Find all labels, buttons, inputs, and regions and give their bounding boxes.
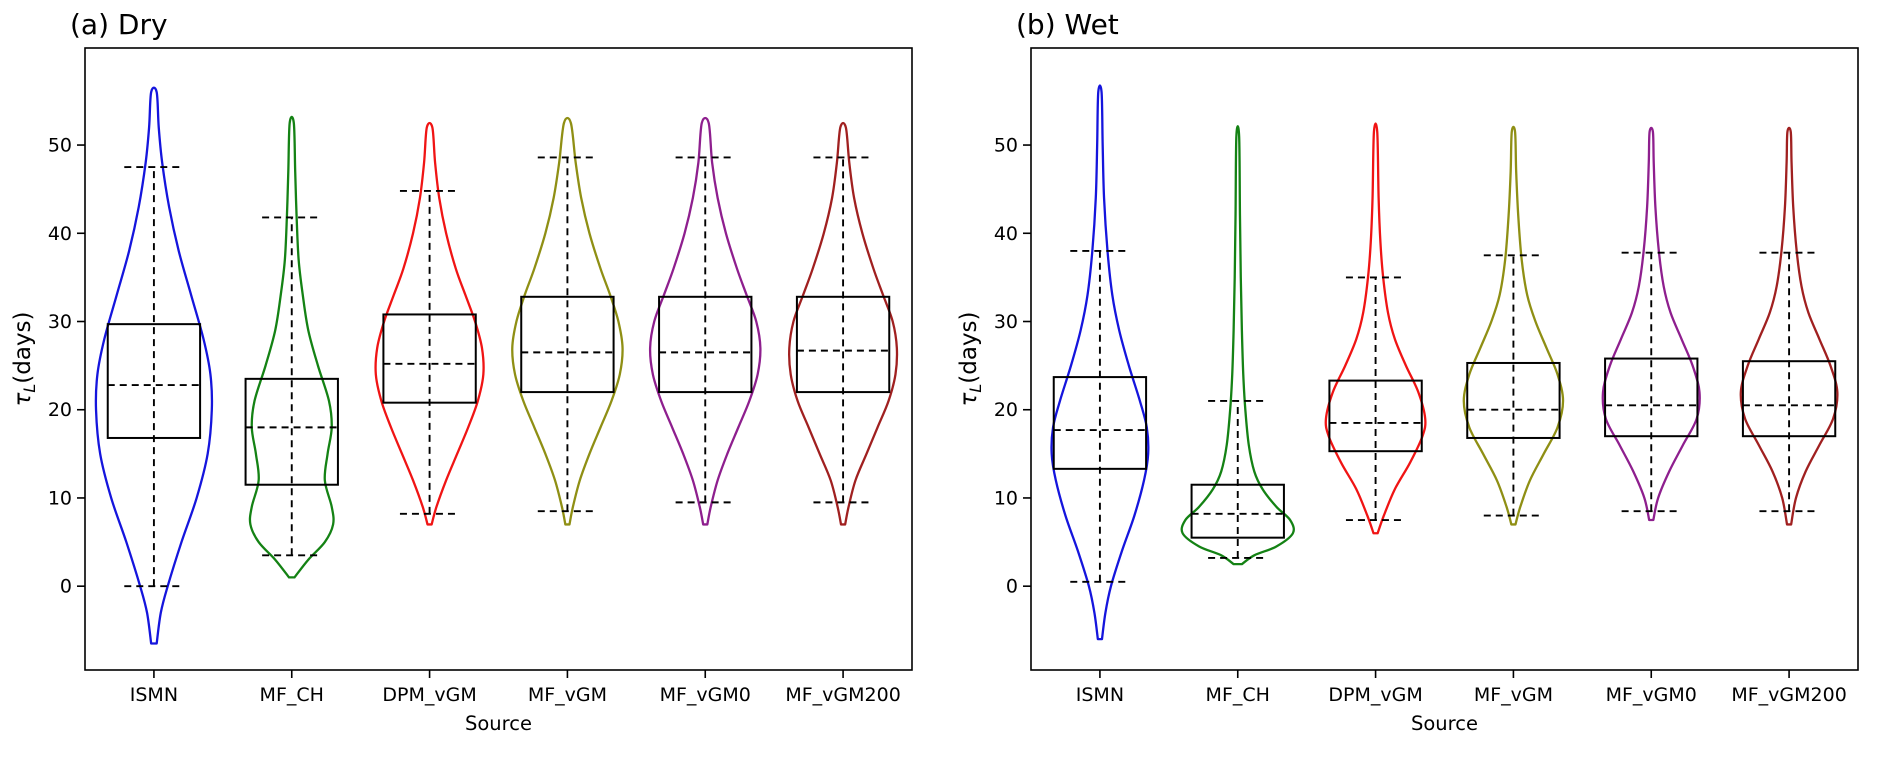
violin-MF_vGM0 [1601, 126, 1701, 522]
box-DPM_vGM [1328, 379, 1423, 453]
x-tick-label: MF_vGM200 [1731, 684, 1846, 706]
plot-frame [1030, 47, 1859, 671]
x-tick-label: MF_vGM0 [660, 684, 751, 706]
x-tick-label: MF_CH [1206, 684, 1270, 706]
panel-a-title: (a) Dry [70, 8, 168, 41]
violin-ISMN [94, 86, 214, 645]
y-axis-label: τL(days) [10, 311, 39, 406]
violin-MF_vGM [1462, 125, 1565, 526]
y-tick-label: 30 [994, 311, 1018, 333]
y-tick-label: 0 [60, 576, 72, 598]
x-tick-label: DPM_vGM [1328, 684, 1422, 706]
violin-MF_vGM0 [648, 116, 762, 526]
y-tick-label: 0 [1006, 576, 1018, 598]
x-tick-label: MF_vGM [1474, 684, 1553, 706]
y-axis-label: τL(days) [956, 311, 985, 406]
x-tick-label: MF_vGM0 [1606, 684, 1697, 706]
box-DPM_vGM [382, 313, 477, 404]
x-tick-label: ISMN [130, 684, 178, 706]
panel-b-title: (b) Wet [1016, 8, 1119, 41]
violin-MF_CH [1180, 125, 1295, 566]
violin-MF_vGM [511, 116, 624, 526]
panel-dry: (a) Dry 0 10 20 30 40 50 ISMN MF_CH DPM_vGM MF_vG… [10, 8, 913, 735]
x-tick-label: MF_vGM200 [785, 684, 900, 706]
y-tick-label: 30 [48, 311, 72, 333]
box-MF_CH [1190, 483, 1285, 539]
violin-MF_vGM200 [788, 121, 899, 526]
violin-chart-dry: 0 10 20 30 40 50 ISMN MF_CH DPM_vGM MF_vGM MF_vGM0… [10, 47, 913, 735]
x-tick-label: DPM_vGM [382, 684, 476, 706]
box-MF_CH [244, 377, 339, 486]
y-tick-label: 20 [994, 399, 1018, 421]
violin-MF_CH [248, 115, 335, 579]
y-tick-label: 40 [48, 223, 72, 245]
violin-DPM_vGM [1324, 122, 1427, 535]
y-tick-label: 20 [48, 399, 72, 421]
panel-wet: (b) Wet 0 10 20 30 40 50 ISMN MF_CH DPM_vGM MF_vG… [946, 0, 1892, 763]
x-axis-label: Source [465, 712, 532, 735]
violin-chart-wet: 0 10 20 30 40 50 ISMN MF_CH DPM_vGM MF_vGM MF_vGM0… [956, 47, 1859, 735]
y-tick-label: 10 [48, 487, 72, 509]
x-tick-label: MF_CH [260, 684, 324, 706]
box-MF_vGM200 [795, 295, 891, 394]
box-MF_vGM [520, 295, 615, 394]
box-MF_vGM0 [658, 295, 753, 394]
violin-DPM_vGM [374, 121, 485, 526]
x-axis-label: Source [1411, 712, 1478, 735]
plot-frame [84, 47, 913, 671]
y-tick-label: 50 [994, 135, 1018, 157]
x-tick-label: ISMN [1076, 684, 1124, 706]
box-MF_vGM0 [1604, 357, 1699, 438]
y-tick-label: 40 [994, 223, 1018, 245]
violin-ISMN [1050, 84, 1150, 641]
y-tick-label: 50 [48, 135, 72, 157]
x-tick-label: MF_vGM [528, 684, 607, 706]
box-MF_vGM [1466, 361, 1561, 439]
box-MF_vGM200 [1741, 360, 1837, 438]
y-tick-label: 10 [994, 487, 1018, 509]
box-ISMN [1052, 376, 1148, 470]
box-ISMN [106, 323, 202, 439]
